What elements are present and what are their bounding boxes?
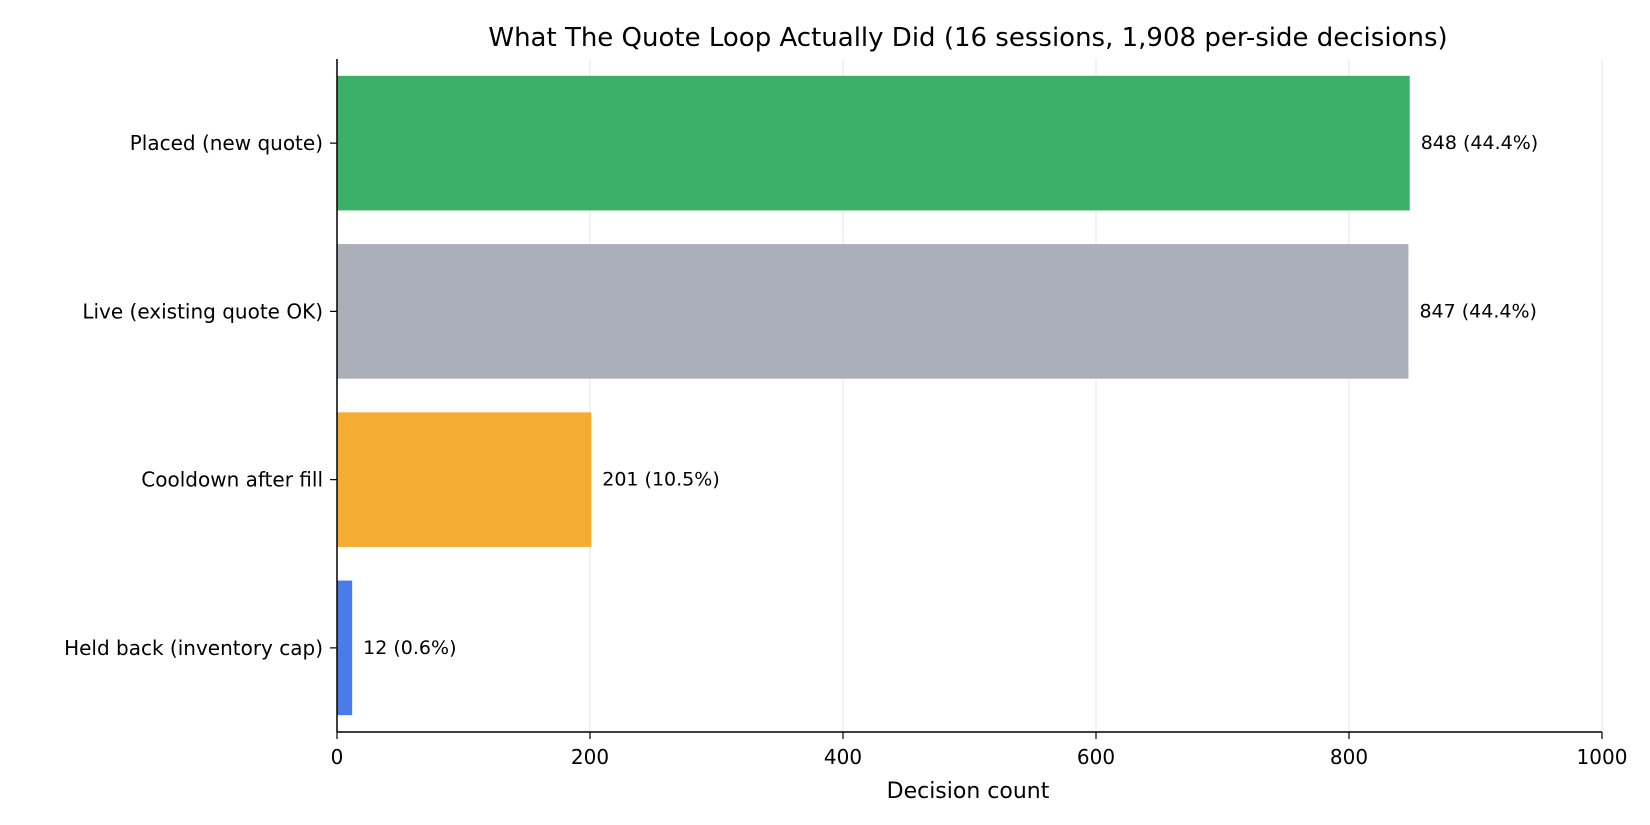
bar xyxy=(337,580,353,716)
bar-value-label: 201 (10.5%) xyxy=(602,469,720,491)
x-tick-label: 800 xyxy=(1330,745,1368,769)
bar xyxy=(337,244,1409,379)
bar-value-label: 847 (44.4%) xyxy=(1419,300,1537,322)
bar xyxy=(337,75,1410,211)
bar-value-label: 12 (0.6%) xyxy=(363,637,456,659)
category-label: Placed (new quote) xyxy=(130,131,323,155)
x-tick-label: 400 xyxy=(824,745,862,769)
category-label: Cooldown after fill xyxy=(141,468,323,492)
x-tick-label: 600 xyxy=(1077,745,1115,769)
chart-title: What The Quote Loop Actually Did (16 ses… xyxy=(488,23,1447,53)
category-labels: Placed (new quote) Live (existing quote O… xyxy=(64,131,337,660)
category-label: Held back (inventory cap) xyxy=(64,636,323,660)
value-labels: 848 (44.4%) 847 (44.4%) 201 (10.5%) 12 (0.6… xyxy=(363,132,1538,659)
x-tick-label: 200 xyxy=(571,745,609,769)
x-axis-title: Decision count xyxy=(887,779,1050,804)
x-tick-label: 0 xyxy=(331,745,344,769)
x-ticks: 0 200 400 600 800 1000 xyxy=(331,732,1628,769)
bar xyxy=(337,412,592,547)
bars xyxy=(337,75,1410,716)
axes xyxy=(336,59,1602,733)
x-tick-label: 1000 xyxy=(1577,745,1628,769)
bar-value-label: 848 (44.4%) xyxy=(1421,132,1539,154)
category-label: Live (existing quote OK) xyxy=(82,299,323,323)
